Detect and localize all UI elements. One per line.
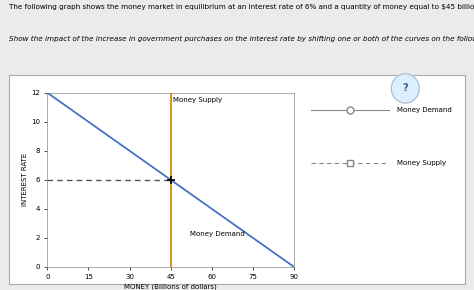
Text: ?: ?	[402, 84, 408, 93]
Circle shape	[392, 74, 419, 103]
Text: Money Demand: Money Demand	[190, 231, 245, 237]
Text: Show the impact of the increase in government purchases on the interest rate by : Show the impact of the increase in gover…	[9, 36, 474, 42]
Text: Money Supply: Money Supply	[173, 97, 222, 103]
X-axis label: MONEY (Billions of dollars): MONEY (Billions of dollars)	[124, 283, 217, 290]
Text: Money Demand: Money Demand	[397, 108, 452, 113]
Text: The following graph shows the money market in equilibrium at an interest rate of: The following graph shows the money mark…	[9, 4, 474, 10]
Text: Money Supply: Money Supply	[397, 160, 447, 166]
Y-axis label: INTEREST RATE: INTEREST RATE	[22, 153, 28, 206]
